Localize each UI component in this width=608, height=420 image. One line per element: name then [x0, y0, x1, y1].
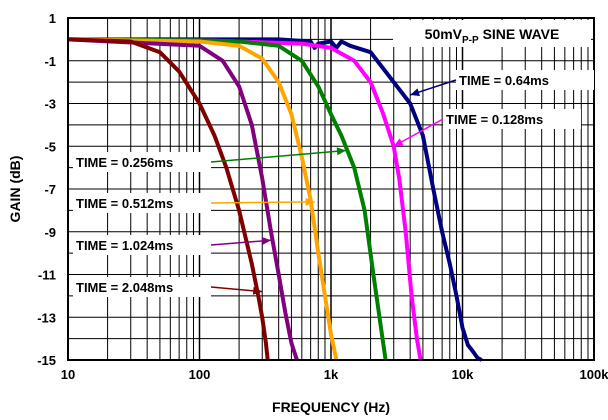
series-label-arrowhead — [261, 237, 272, 245]
y-tick-label: -1 — [44, 54, 56, 69]
x-tick-label: 10 — [61, 367, 75, 382]
series-label-arrowhead — [410, 88, 420, 96]
y-tick-label: -13 — [37, 310, 56, 325]
x-tick-label: 100 — [189, 367, 211, 382]
series-label-arrowhead — [252, 286, 263, 295]
chart-grid — [68, 18, 594, 360]
series-label-4: TIME = 1.024ms — [76, 238, 173, 253]
series-label-arrow-line — [393, 118, 444, 147]
series-label-arrowhead — [336, 147, 346, 156]
axis-tick-labels: 10 100 1k 10k 100k 1 -1 -3 -5 -7 -9 -11 -13 -15 — [37, 11, 608, 382]
series-line-2 — [67, 37, 388, 361]
x-tick-label: 1k — [324, 367, 339, 382]
series-label-arrowhead — [393, 138, 404, 147]
x-tick-label: 100k — [580, 367, 608, 382]
x-axis-label: FREQUENCY (Hz) — [272, 399, 390, 415]
series-label-bg — [73, 235, 211, 255]
annotation-box-bg — [393, 20, 591, 47]
y-tick-label: -11 — [38, 268, 56, 283]
annotation-main: 50mV — [425, 26, 463, 42]
series-label-bg — [73, 152, 211, 172]
annotation-subscript: P-P — [462, 35, 479, 46]
series-label-bg — [73, 193, 211, 213]
series-label-bg — [443, 109, 581, 129]
y-tick-label: -5 — [44, 139, 56, 154]
waveform-annotation: 50mVP-P SINE WAVE — [393, 20, 591, 47]
annotation-text: 50mVP-P SINE WAVE — [425, 26, 560, 46]
x-tick-label: 10k — [452, 367, 474, 382]
series-label-arrow-line — [210, 239, 272, 246]
series-label-bg — [456, 70, 594, 90]
series-line-3 — [67, 37, 339, 361]
y-tick-label: -15 — [37, 353, 56, 368]
series-label-bg — [73, 277, 211, 297]
chart-series-group — [67, 37, 483, 362]
y-axis-label: GAIN (dB) — [7, 156, 23, 223]
series-label-3: TIME = 0.512ms — [76, 196, 173, 211]
series-label-arrow-line — [210, 201, 315, 204]
plot-frame — [67, 17, 595, 361]
y-tick-label: -7 — [44, 182, 56, 197]
series-label-2: TIME = 0.256ms — [76, 155, 173, 170]
y-tick-label: -9 — [44, 225, 56, 240]
series-label-0: TIME = 0.64ms — [459, 73, 549, 88]
series-label-arrow-line — [210, 149, 347, 163]
series-label-1: TIME = 0.128ms — [446, 112, 543, 127]
series-label-arrowhead — [305, 197, 315, 206]
y-tick-label: 1 — [49, 11, 56, 26]
series-line-5 — [67, 37, 270, 361]
series-label-5: TIME = 2.048ms — [76, 280, 173, 295]
y-tick-label: -3 — [44, 97, 56, 112]
series-labels: TIME = 0.64ms TIME = 0.128ms TIME = 0.256m… — [73, 70, 594, 297]
annotation-suffix: SINE WAVE — [479, 26, 560, 42]
series-line-4 — [67, 37, 299, 361]
